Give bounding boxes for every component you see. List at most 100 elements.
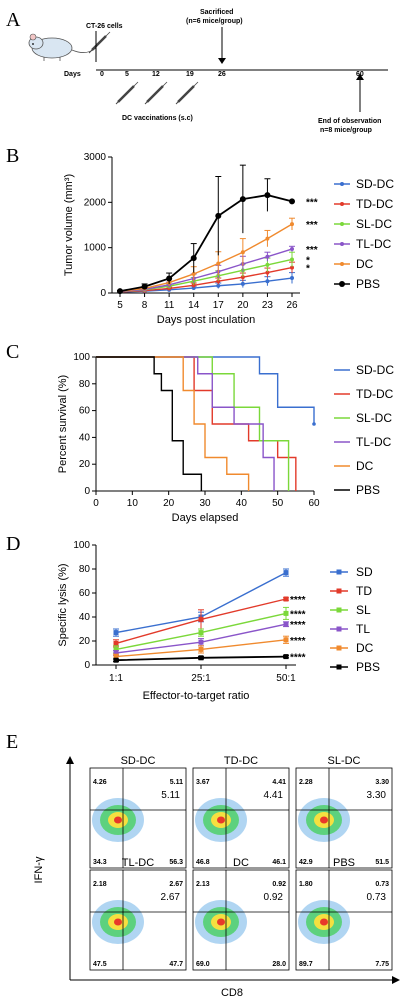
legend-marker bbox=[340, 202, 344, 206]
data-point bbox=[239, 196, 246, 203]
data-point bbox=[191, 271, 196, 276]
data-point bbox=[290, 257, 294, 262]
y-tick-label: 80 bbox=[79, 379, 91, 390]
x-tick-label: 14 bbox=[188, 300, 200, 311]
day-tick-26: 26 bbox=[218, 71, 226, 78]
y-axis-label: Specific lysis (%) bbox=[57, 563, 69, 646]
data-point bbox=[113, 654, 119, 660]
x-tick-label: 25:1 bbox=[191, 673, 211, 684]
significance-label: * bbox=[306, 264, 310, 275]
significance-label: **** bbox=[290, 653, 306, 664]
legend-marker bbox=[340, 242, 344, 246]
panel-e-x-axis-label: CD8 bbox=[221, 987, 243, 999]
data-point bbox=[198, 616, 204, 622]
flow-plot-value: 4.41 bbox=[264, 790, 284, 801]
x-tick-label: 40 bbox=[236, 498, 248, 509]
legend-marker bbox=[339, 281, 345, 287]
data-point bbox=[283, 610, 289, 616]
panel-e: E IFN-γ CD8 SD-DC 5.11 4.26 5.11 56.3 34.3 TD-… bbox=[6, 731, 400, 999]
density-core bbox=[114, 918, 122, 926]
panel-c: C 0 20 40 60 80 100 0 10 20 30 40 50 60 Percent survi… bbox=[6, 341, 394, 524]
quadrant-q2-value: 3.30 bbox=[375, 779, 389, 786]
flow-plot-value: 2.67 bbox=[161, 892, 181, 903]
density-core bbox=[114, 816, 122, 824]
data-point bbox=[117, 288, 123, 295]
flow-plot-value: 0.73 bbox=[367, 892, 387, 903]
data-point bbox=[283, 654, 289, 660]
flow-plot-title: SD-DC bbox=[121, 755, 156, 767]
x-tick-label: 1:1 bbox=[109, 673, 123, 684]
x-tick-label: 8 bbox=[142, 300, 148, 311]
x-tick-label: 10 bbox=[127, 498, 139, 509]
data-point bbox=[240, 281, 245, 286]
data-point bbox=[240, 250, 245, 255]
days-label: Days bbox=[64, 71, 81, 78]
survival-curve bbox=[96, 356, 250, 491]
series-line bbox=[119, 266, 293, 293]
data-point bbox=[141, 283, 148, 290]
quadrant-q4-value: 42.9 bbox=[299, 859, 313, 866]
lysis-chart: 0 20 40 60 80 100 1:1 25:1 50:1 Specific lysis (%… bbox=[57, 540, 380, 702]
data-point bbox=[283, 596, 289, 602]
significance-label: *** bbox=[306, 220, 318, 231]
data-point bbox=[216, 261, 221, 266]
data-point bbox=[198, 646, 204, 652]
survival-curve bbox=[96, 356, 203, 491]
significance-label: *** bbox=[306, 197, 318, 208]
data-point bbox=[290, 222, 294, 227]
legend-label: DC bbox=[356, 459, 374, 473]
y-tick-label: 2000 bbox=[84, 197, 107, 208]
legend-label: PBS bbox=[356, 483, 380, 497]
data-point bbox=[113, 646, 119, 652]
series-line bbox=[119, 248, 293, 293]
quadrant-q4-value: 89.7 bbox=[299, 961, 313, 968]
day-tick-12: 12 bbox=[152, 71, 160, 78]
quadrant-q1-value: 2.28 bbox=[299, 779, 313, 786]
y-axis-label: Tumor volume (mm³) bbox=[63, 174, 75, 276]
significance-label: **** bbox=[290, 595, 306, 606]
flow-plot-title: DC bbox=[233, 857, 249, 869]
x-tick-label: 11 bbox=[164, 300, 175, 311]
flow-plot-value: 3.30 bbox=[367, 790, 387, 801]
vaccination-label: DC vaccinations (s.c) bbox=[122, 115, 193, 122]
density-core bbox=[320, 918, 328, 926]
legend-marker bbox=[340, 262, 344, 266]
y-tick-label: 100 bbox=[73, 352, 90, 363]
quadrant-q3-value: 46.1 bbox=[272, 859, 286, 866]
data-point bbox=[240, 275, 245, 280]
significance-label: **** bbox=[290, 609, 306, 620]
quadrant-q1-value: 4.26 bbox=[93, 779, 107, 786]
legend-label: DC bbox=[356, 257, 374, 271]
data-point bbox=[113, 630, 119, 636]
day-tick-5: 5 bbox=[125, 71, 129, 78]
y-tick-label: 0 bbox=[84, 486, 90, 497]
legend-label: SD bbox=[356, 565, 373, 579]
sacrificed-line1: Sacrificed bbox=[200, 9, 233, 16]
quadrant-q2-value: 2.67 bbox=[169, 881, 183, 888]
quadrant-q3-value: 56.3 bbox=[169, 859, 183, 866]
x-tick-label: 23 bbox=[262, 300, 274, 311]
data-point bbox=[190, 255, 197, 262]
survival-chart: 0 20 40 60 80 100 0 10 20 30 40 50 60 Percent surviva… bbox=[57, 352, 394, 524]
series-line bbox=[119, 194, 293, 293]
quadrant-q2-value: 5.11 bbox=[170, 779, 183, 786]
legend-label: SD-DC bbox=[356, 363, 394, 377]
legend-label: PBS bbox=[356, 660, 380, 674]
survival-curve bbox=[96, 356, 315, 424]
legend-label: SL-DC bbox=[356, 217, 392, 231]
panel-b-label: B bbox=[6, 145, 19, 167]
y-tick-label: 20 bbox=[79, 636, 91, 647]
data-point bbox=[166, 275, 173, 282]
density-core bbox=[217, 816, 225, 824]
legend-label: SL-DC bbox=[356, 411, 392, 425]
y-tick-label: 80 bbox=[79, 564, 91, 575]
quadrant-q4-value: 47.5 bbox=[93, 961, 107, 968]
data-point bbox=[113, 640, 119, 646]
legend-marker bbox=[336, 588, 342, 594]
y-tick-label: 40 bbox=[79, 612, 91, 623]
vaccination-syringe-icon bbox=[115, 81, 199, 105]
quadrant-q1-value: 1.80 bbox=[299, 881, 313, 888]
legend-label: DC bbox=[356, 641, 374, 655]
panel-b: B 0 1000 2000 3000 5 8 11 14 17 20 23 26 Tumor volum… bbox=[6, 145, 394, 326]
y-tick-label: 100 bbox=[73, 540, 90, 551]
